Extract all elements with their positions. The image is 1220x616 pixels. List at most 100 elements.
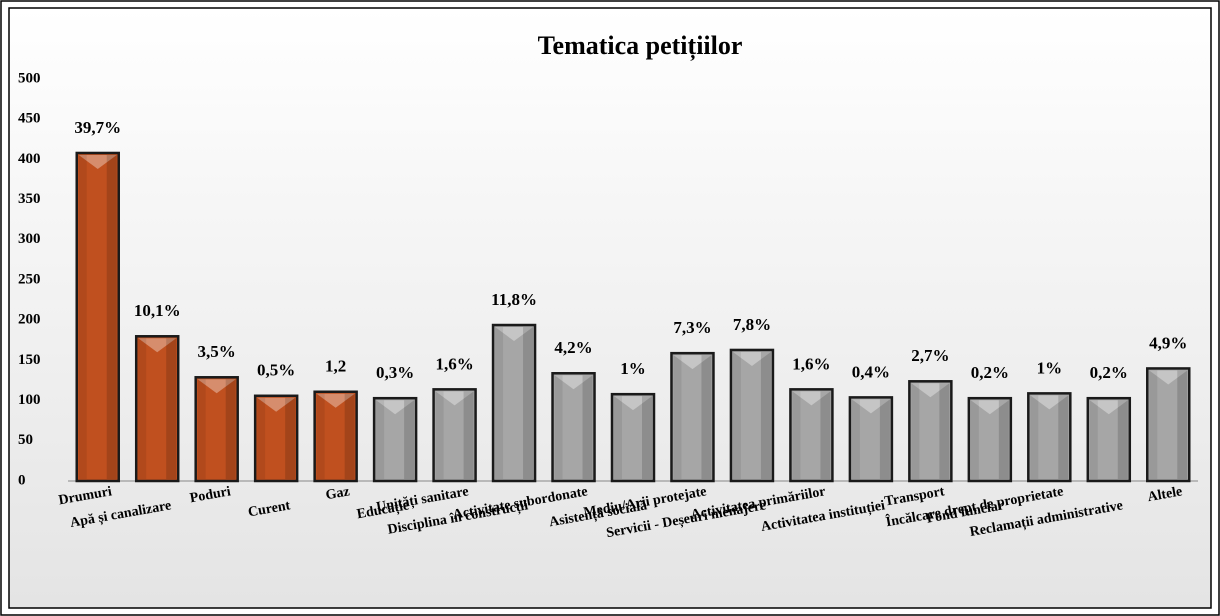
bar-bevel xyxy=(495,327,534,342)
bar-shade xyxy=(138,338,147,479)
y-tick-label: 150 xyxy=(18,352,41,368)
bar-shade xyxy=(820,391,831,479)
x-tick-label: Altele xyxy=(1146,484,1183,505)
bar xyxy=(75,151,120,483)
bar-bevel xyxy=(435,391,474,406)
bar xyxy=(670,351,715,483)
bar xyxy=(491,323,537,483)
bar-bevel xyxy=(911,383,950,398)
value-label: 1,6% xyxy=(435,354,473,373)
y-tick-label: 250 xyxy=(18,271,41,287)
y-tick-label: 350 xyxy=(18,191,41,207)
y-tick-label: 50 xyxy=(18,432,33,448)
x-tick-label: Curent xyxy=(247,498,292,520)
bar-shade xyxy=(316,393,325,479)
value-label: 1% xyxy=(1037,358,1063,377)
bar xyxy=(789,388,834,483)
bar-shade xyxy=(78,154,87,479)
bar-bevel xyxy=(673,355,712,370)
y-tick-label: 400 xyxy=(18,151,41,167)
value-label: 3,5% xyxy=(198,342,236,361)
value-label: 1% xyxy=(620,359,646,378)
bar-shade xyxy=(998,400,1009,479)
bar xyxy=(551,372,596,483)
y-tick-label: 200 xyxy=(18,312,41,328)
bar-bevel xyxy=(376,400,415,415)
bar-bevel xyxy=(316,393,355,408)
chart-area xyxy=(8,7,1212,609)
bar-shade xyxy=(404,400,415,479)
bar-shade xyxy=(911,383,920,479)
y-tick-label: 100 xyxy=(18,392,41,408)
bar-shade xyxy=(554,375,563,479)
bar xyxy=(432,388,477,483)
value-label: 10,1% xyxy=(134,301,181,320)
bar-shade xyxy=(642,396,652,479)
bar-shade xyxy=(939,383,950,479)
bar xyxy=(1086,396,1132,483)
bar xyxy=(967,396,1013,483)
value-label: 7,3% xyxy=(673,318,711,337)
bar xyxy=(1027,392,1072,483)
value-label: 39,7% xyxy=(74,118,121,137)
bar-shade xyxy=(1030,395,1039,479)
bar-bevel xyxy=(792,391,831,406)
y-tick-label: 500 xyxy=(18,70,41,86)
bar xyxy=(372,396,418,483)
bar-shade xyxy=(285,397,296,479)
bar xyxy=(194,376,239,483)
bar-shade xyxy=(1177,370,1188,479)
value-label: 1,2 xyxy=(325,357,346,376)
bar-shade xyxy=(344,393,355,479)
bar-shade xyxy=(435,391,444,479)
bar-bevel xyxy=(257,397,296,412)
bar-shade xyxy=(1058,395,1069,479)
bar-shade xyxy=(732,351,741,479)
bar-shade xyxy=(851,399,860,479)
y-tick-label: 450 xyxy=(18,111,41,127)
bar-shade xyxy=(166,338,177,479)
value-label: 4,9% xyxy=(1149,333,1187,352)
bar-bevel xyxy=(1149,370,1188,385)
value-label: 4,2% xyxy=(554,338,592,357)
bar-bevel xyxy=(614,396,652,411)
bar xyxy=(134,335,180,483)
bar-shade xyxy=(376,400,385,479)
value-label: 1,6% xyxy=(792,354,830,373)
bar-bevel xyxy=(1089,400,1128,415)
bar xyxy=(848,396,894,483)
value-label: 0,4% xyxy=(852,362,890,381)
bar-shade xyxy=(1117,400,1128,479)
bar-shade xyxy=(463,391,474,479)
bar-bevel xyxy=(732,351,771,366)
value-label: 0,5% xyxy=(257,361,295,380)
bar-bevel xyxy=(138,338,177,353)
value-label: 2,7% xyxy=(911,346,949,365)
bar-shade xyxy=(257,397,266,479)
y-tick-label: 300 xyxy=(18,231,41,247)
bar-bevel xyxy=(851,399,890,414)
bar xyxy=(313,390,358,483)
bar-bevel xyxy=(197,379,236,394)
value-label: 0,3% xyxy=(376,363,414,382)
bar-shade xyxy=(879,399,890,479)
bar-shade xyxy=(523,327,534,479)
value-label: 0,2% xyxy=(1090,363,1128,382)
bar-shade xyxy=(760,351,771,479)
x-tick-label: Poduri xyxy=(189,484,232,506)
x-tick-label: Gaz xyxy=(325,484,351,503)
chart-title: Tematica petițiilor xyxy=(538,31,743,61)
bar xyxy=(729,348,775,483)
bar-shade xyxy=(106,154,117,479)
bar-bevel xyxy=(554,375,593,390)
bar-shade xyxy=(673,355,682,479)
bar-shade xyxy=(582,375,593,479)
value-label: 7,8% xyxy=(733,315,771,334)
bar-bevel xyxy=(78,154,117,169)
bar-shade xyxy=(614,396,622,479)
y-tick-label: 0 xyxy=(18,472,26,488)
bar-bevel xyxy=(1030,395,1069,410)
bar-shade xyxy=(495,327,504,479)
bar-bevel xyxy=(970,400,1009,415)
bar xyxy=(1146,367,1191,483)
